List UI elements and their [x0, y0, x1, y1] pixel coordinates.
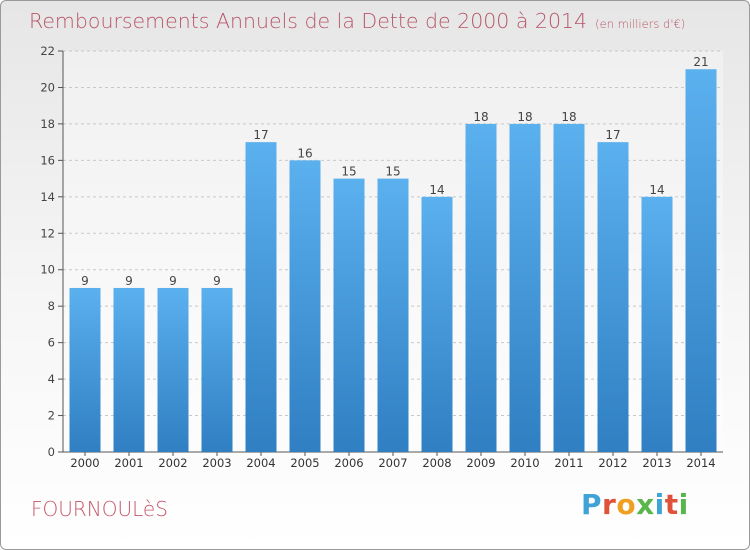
bar [201, 287, 233, 452]
bar [245, 142, 277, 453]
logo-letter: o [616, 488, 637, 521]
bar [685, 69, 717, 453]
y-tick-label: 6 [48, 336, 55, 350]
x-tick-label: 2003 [202, 456, 231, 470]
data-label: 9 [213, 274, 221, 288]
data-label: 14 [429, 183, 444, 197]
data-label: 16 [297, 146, 312, 160]
y-tick-label: 14 [40, 190, 55, 204]
logo-letter: i [654, 488, 665, 521]
bar [641, 196, 673, 452]
bar [377, 178, 409, 452]
x-tick-label: 2006 [334, 456, 363, 470]
y-tick-label: 16 [40, 153, 55, 167]
x-tick-label: 2008 [422, 456, 451, 470]
data-label: 9 [81, 274, 89, 288]
bar [113, 287, 145, 452]
bar [553, 123, 585, 452]
chart-title: Remboursements Annuels de la Dette de 20… [29, 9, 685, 33]
x-tick-label: 2012 [598, 456, 627, 470]
bar [69, 287, 101, 452]
data-label: 17 [605, 128, 620, 142]
y-tick-label: 18 [40, 117, 55, 131]
data-label: 14 [649, 183, 664, 197]
x-tick-label: 2009 [466, 456, 495, 470]
y-tick-label: 20 [40, 80, 55, 94]
logo-letter: P [581, 488, 603, 521]
bar [597, 142, 629, 453]
y-tick-label: 22 [40, 44, 55, 58]
data-label: 18 [473, 110, 488, 124]
y-tick-label: 2 [48, 409, 55, 423]
x-tick-label: 2011 [554, 456, 583, 470]
logo-letter: r [602, 488, 617, 521]
data-label: 18 [517, 110, 532, 124]
data-label: 18 [561, 110, 576, 124]
data-label: 15 [341, 165, 356, 179]
x-tick-label: 2007 [378, 456, 407, 470]
data-label: 9 [125, 274, 133, 288]
x-tick-label: 2013 [642, 456, 671, 470]
data-label: 9 [169, 274, 177, 288]
x-tick-label: 2014 [686, 456, 715, 470]
x-tick-label: 2004 [246, 456, 275, 470]
x-tick-label: 2010 [510, 456, 539, 470]
x-tick-label: 2002 [158, 456, 187, 470]
chart-title-text: Remboursements Annuels de la Dette de 20… [29, 9, 588, 33]
logo-letter: t [664, 488, 679, 521]
proxiti-logo: Proxiti [581, 488, 689, 521]
bar [289, 160, 321, 452]
bar [333, 178, 365, 452]
x-tick-label: 2005 [290, 456, 319, 470]
logo-letter: i [678, 488, 689, 521]
y-tick-label: 8 [48, 299, 55, 313]
x-tick-label: 2000 [70, 456, 99, 470]
place-name: FOURNOULèS [31, 497, 168, 521]
bar [421, 196, 453, 452]
y-tick-label: 12 [40, 226, 55, 240]
data-label: 17 [253, 128, 268, 142]
bar [465, 123, 497, 452]
y-tick-label: 4 [48, 372, 55, 386]
logo-letter: x [636, 488, 655, 521]
y-tick-label: 10 [40, 263, 55, 277]
data-label: 15 [385, 165, 400, 179]
x-tick-label: 2001 [114, 456, 143, 470]
y-tick-label: 0 [48, 445, 55, 459]
data-label: 21 [693, 55, 708, 69]
chart-unit: (en milliers d'€) [595, 17, 686, 31]
bar [157, 287, 189, 452]
bar [509, 123, 541, 452]
